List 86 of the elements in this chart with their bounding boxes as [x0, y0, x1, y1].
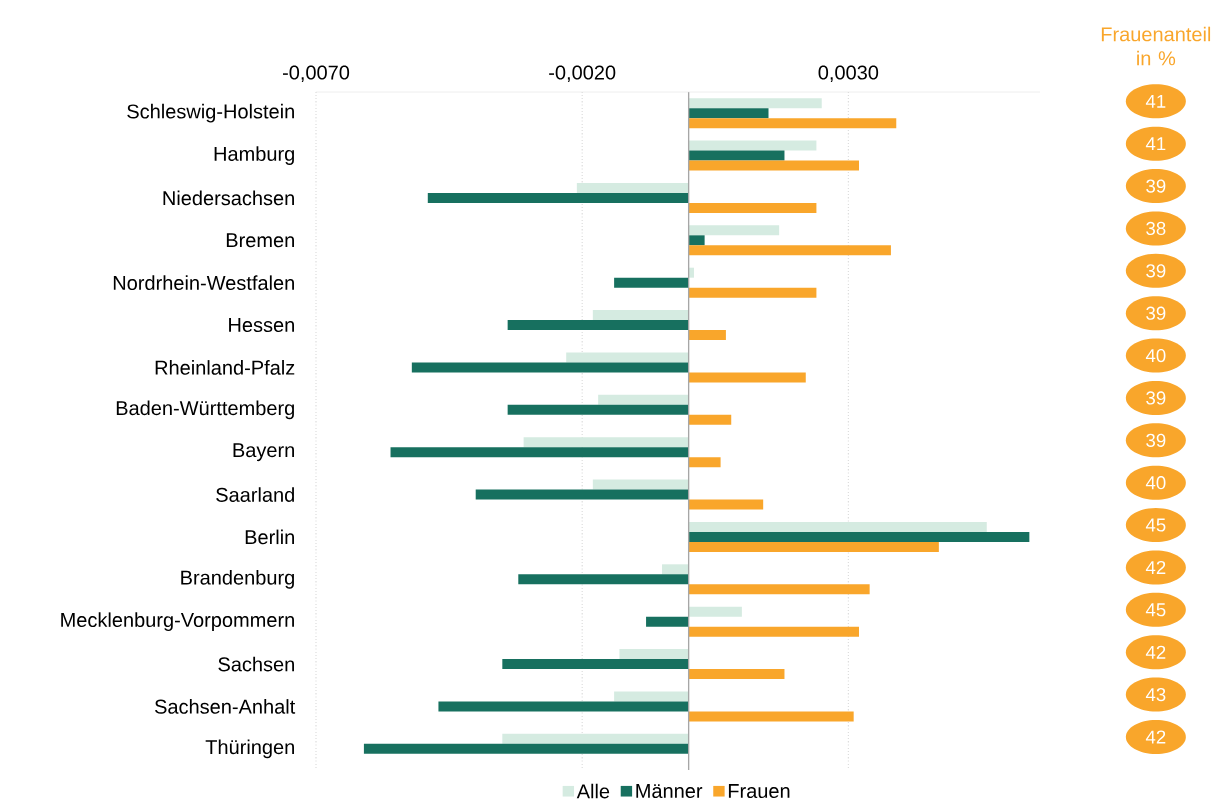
bar	[688, 414, 732, 425]
text: Frauenanteil in %	[1101, 26, 1211, 66]
bar	[688, 267, 694, 278]
bar	[475, 489, 689, 500]
bar	[598, 394, 689, 405]
bar	[688, 108, 769, 119]
y-tick-label: Niedersachsen	[163, 190, 294, 206]
text: 45	[1145, 518, 1166, 532]
text: 39	[1146, 306, 1166, 320]
bar	[688, 202, 817, 213]
text: 38	[1146, 221, 1166, 236]
text: 43	[1145, 687, 1166, 702]
text: 42	[1145, 560, 1166, 574]
bar	[518, 574, 689, 585]
bar	[688, 118, 897, 129]
bar	[438, 701, 689, 712]
y-tick-label: Mecklenburg-Vorpommern	[61, 612, 294, 632]
bar	[688, 606, 742, 617]
y-tick-label: Saarland	[216, 487, 294, 502]
text: 45	[1145, 603, 1166, 617]
bar	[688, 287, 817, 298]
bar	[390, 447, 689, 458]
bar	[411, 362, 689, 373]
y-tick-label: Berlin	[245, 529, 294, 545]
bar	[688, 235, 705, 246]
text: 39	[1146, 179, 1166, 193]
text: 42	[1145, 730, 1166, 744]
bar	[523, 437, 689, 448]
legend-label: Männer	[636, 784, 703, 799]
y-tick-label: Schleswig-Holstein	[127, 103, 294, 123]
text: 39	[1146, 264, 1166, 278]
legend-label: Alle	[576, 783, 610, 799]
y-tick-label: Brandenburg	[181, 570, 294, 589]
bar	[507, 404, 689, 415]
x-tick-label: -0,0070	[282, 65, 350, 82]
text: 41	[1145, 137, 1166, 151]
bar	[688, 521, 987, 532]
y-tick-label: Thüringen	[205, 739, 294, 759]
bar	[688, 584, 870, 595]
text: 39	[1146, 391, 1166, 405]
bar	[688, 541, 939, 552]
bar	[502, 733, 689, 744]
bar	[507, 320, 689, 331]
legend-label: Frauen	[728, 784, 790, 799]
y-tick-label: Rheinland-Pfalz	[155, 360, 295, 375]
bar	[688, 457, 721, 468]
y-tick-label: Hessen	[229, 318, 294, 333]
text: 40	[1145, 348, 1166, 363]
bar	[646, 616, 689, 627]
bar	[614, 691, 689, 702]
bar	[662, 564, 689, 575]
y-tick-label: Baden-Württemberg	[116, 400, 294, 420]
bar	[688, 98, 822, 109]
bar	[688, 711, 854, 722]
bar	[688, 669, 785, 680]
y-tick-label: Hamburg	[214, 146, 294, 165]
bar	[688, 160, 859, 171]
x-tick-label: -0,0020	[549, 65, 616, 82]
bar	[688, 140, 817, 151]
bar	[619, 649, 689, 660]
bar	[502, 659, 689, 670]
bar	[566, 352, 689, 363]
bar	[688, 225, 780, 236]
text: 40	[1145, 476, 1166, 490]
text: 42	[1145, 645, 1166, 659]
bar	[688, 245, 891, 256]
bar	[592, 479, 689, 490]
x-tick-label: 0,0030	[818, 65, 879, 82]
bar	[688, 150, 785, 161]
bar	[688, 531, 1030, 542]
bar	[614, 277, 689, 288]
bar	[427, 192, 689, 203]
bar	[688, 499, 764, 510]
bar	[688, 626, 859, 637]
y-tick-label: Sachsen	[218, 656, 294, 672]
text: 41	[1145, 94, 1166, 108]
bar	[576, 182, 689, 193]
bar	[688, 372, 806, 383]
bar	[688, 330, 726, 341]
y-tick-label: Nordrhein-Westfalen	[113, 275, 294, 291]
text: 39	[1146, 433, 1166, 447]
y-tick-label: Sachsen-Anhalt	[154, 699, 296, 714]
y-tick-label: Bremen	[226, 233, 294, 248]
bar	[592, 310, 689, 321]
bar	[363, 743, 689, 754]
y-tick-label: Bayern	[233, 443, 294, 462]
